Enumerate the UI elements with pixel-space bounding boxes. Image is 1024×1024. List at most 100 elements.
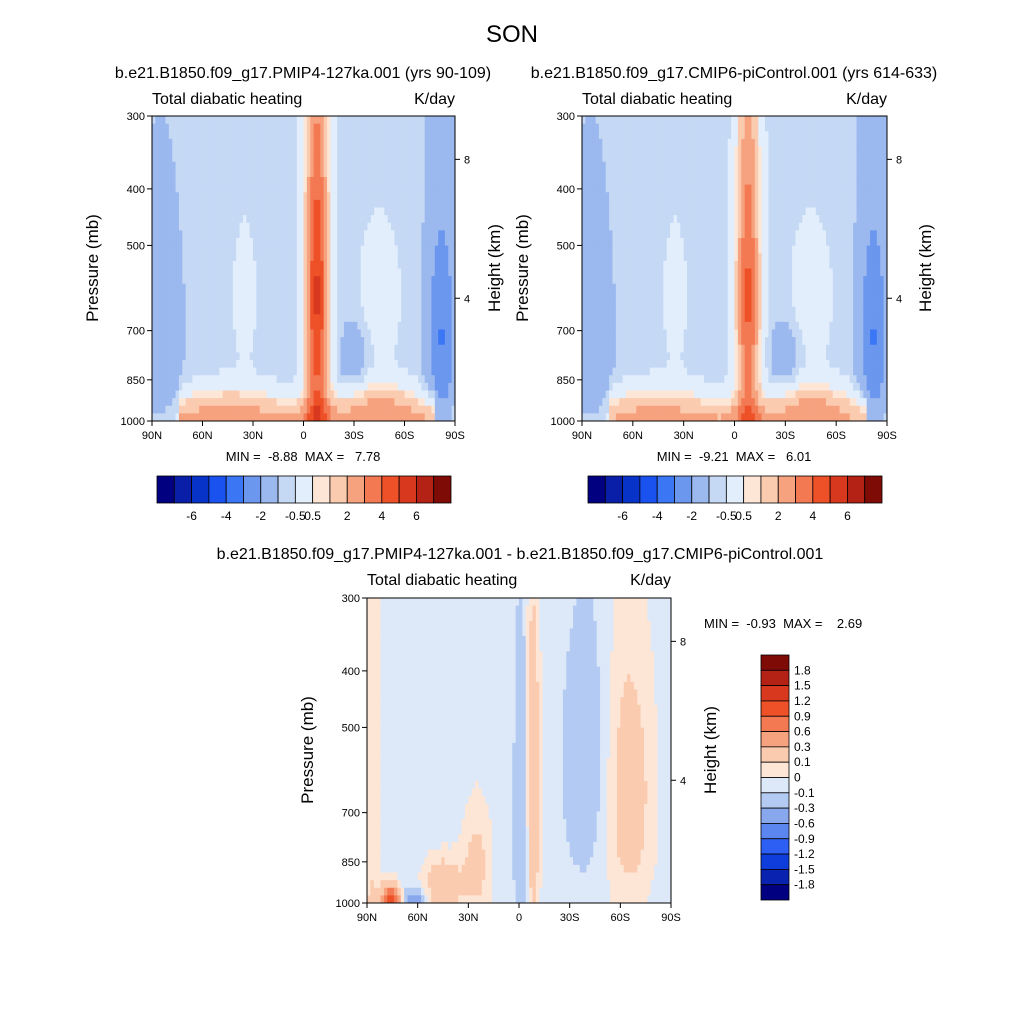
contour-cell [765, 138, 769, 147]
contour-cell [734, 215, 739, 224]
contour-cell [609, 138, 613, 147]
contour-cell [619, 154, 624, 163]
contour-cell [424, 169, 429, 178]
contour-cell [734, 169, 739, 178]
contour-cell [259, 375, 264, 384]
contour-cell [313, 154, 318, 163]
contour-cell [263, 299, 267, 308]
contour-cell [377, 192, 382, 201]
contour-cell [687, 146, 691, 155]
contour-cell [347, 230, 352, 239]
contour-cell [215, 230, 220, 239]
contour-cell [175, 116, 180, 125]
contour-cell [178, 116, 183, 125]
contour-cell [303, 375, 308, 384]
contour-cell [350, 154, 355, 163]
contour-cell [748, 138, 752, 147]
contour-cell [168, 138, 173, 147]
contour-cell [670, 199, 674, 208]
contour-cell [384, 184, 389, 193]
contour-cell [683, 215, 688, 224]
contour-cell [441, 398, 446, 407]
contour-cell [417, 337, 422, 346]
contour-cell [229, 306, 234, 315]
contour-cell [209, 245, 213, 254]
contour-cell [659, 169, 664, 178]
contour-cell [168, 344, 173, 353]
contour-cell [387, 344, 392, 353]
contour-cell [612, 199, 617, 208]
contour-cell [357, 138, 362, 147]
contour-cell [323, 382, 328, 391]
contour-cell [178, 184, 183, 193]
contour-cell [310, 260, 314, 269]
contour-cell [323, 352, 328, 361]
contour-cell [404, 192, 409, 201]
contour-cell [155, 138, 160, 147]
contour-cell [253, 299, 257, 308]
contour-cell [354, 352, 358, 361]
contour-cell [202, 199, 207, 208]
contour-cell [236, 146, 240, 155]
contour-cell [354, 207, 358, 216]
contour-cell [387, 123, 392, 132]
contour-cell [588, 192, 593, 201]
contour-cell [290, 177, 294, 186]
contour-cell [431, 238, 436, 247]
contour-cell [394, 405, 399, 414]
contour-cell [448, 405, 453, 414]
colorbar-label: 4 [378, 509, 385, 523]
contour-cell [754, 131, 759, 140]
contour-cell [397, 192, 402, 201]
contour-cell [839, 154, 844, 163]
contour-cell [424, 291, 429, 300]
contour-cell [239, 337, 244, 346]
contour-cell [293, 260, 298, 269]
contour-cell [199, 314, 203, 323]
contour-cell [717, 192, 722, 201]
contour-cell [202, 360, 207, 369]
contour-cell [310, 413, 314, 422]
contour-cell [199, 184, 203, 193]
contour-cell [350, 116, 355, 125]
contour-cell [283, 360, 288, 369]
contour-cell [659, 138, 664, 147]
contour-cell [758, 184, 763, 193]
contour-cell [697, 207, 702, 216]
contour-cell [407, 146, 412, 155]
contour-cell [303, 344, 308, 353]
contour-cell [266, 321, 271, 330]
contour-cell [391, 375, 395, 384]
contour-cell [401, 291, 405, 300]
contour-cell [202, 382, 207, 391]
contour-cell [266, 398, 271, 407]
contour-cell [232, 154, 237, 163]
contour-cell [724, 116, 729, 125]
contour-cell [690, 146, 695, 155]
contour-cell [768, 184, 773, 193]
contour-cell [873, 123, 878, 132]
contour-cell [441, 177, 446, 186]
contour-cell [205, 207, 210, 216]
contour-cell [303, 123, 308, 132]
x-tick-label: 60S [395, 430, 415, 442]
contour-cell [296, 116, 301, 125]
contour-cell [253, 276, 257, 285]
contour-cell [704, 222, 708, 231]
contour-cell [313, 146, 318, 155]
contour-cell [394, 138, 399, 147]
contour-cell [236, 222, 240, 231]
contour-cell [401, 131, 405, 140]
contour-cell [394, 398, 399, 407]
contour-cell [673, 131, 678, 140]
contour-cell [364, 245, 368, 254]
contour-cell [229, 405, 234, 414]
contour-cell [431, 360, 436, 369]
contour-cell [370, 116, 375, 125]
contour-cell [826, 123, 830, 132]
colorbar-box [346, 475, 365, 504]
contour-cell [795, 177, 800, 186]
contour-cell [172, 367, 176, 376]
contour-cell [846, 154, 851, 163]
contour-cell [215, 283, 220, 292]
